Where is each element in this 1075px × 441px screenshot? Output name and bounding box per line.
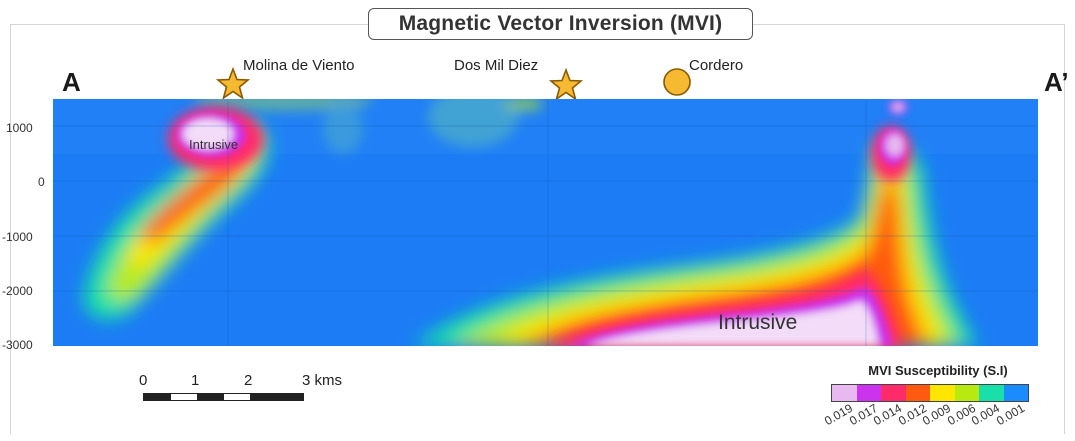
frame-top-line-left [10,24,368,25]
colorbar-swatch [954,385,979,401]
frame-left-line [10,24,11,434]
scale-bar-tick: 2 [244,372,253,389]
star-icon [549,68,583,101]
intrusive-label-west: Intrusive [189,137,239,152]
elevation-tick: -2000 [2,284,33,298]
colorbar-swatch [930,385,955,401]
section-end-label: A’ [1044,67,1069,97]
colorbar-swatch [979,385,1004,401]
site-label-molina-de-viento: Molina de Viento [243,57,355,74]
elevation-tick: -1000 [2,230,33,244]
frame-right-line [1064,24,1065,434]
intrusive-label-east: Intrusive [718,311,798,334]
elevation-tick: 1000 [6,121,33,135]
scale-bar-unit: 3 kms [302,372,343,389]
legend-title: MVI Susceptibility (S.I) [868,363,1008,378]
elevation-tick: -3000 [2,338,33,352]
colorbar-swatch [1003,385,1028,401]
colorbar-value-label: 0.001 [993,400,1027,429]
mvi-section-image [53,99,1038,346]
colorbar-swatch [905,385,930,401]
scale-bar-tick: 1 [191,372,200,389]
frame-top-line-right [753,24,1065,25]
section-start-label: A [62,67,81,97]
colorbar-swatch [832,385,857,401]
circle-icon [663,68,691,96]
colorbar-swatch [881,385,906,401]
susceptibility-colorbar [831,384,1029,402]
colorbar-swatch [856,385,881,401]
site-label-cordero: Cordero [689,57,744,74]
mvi-cross-section [53,99,1038,346]
site-label-dos-mil-diez: Dos Mil Diez [454,57,539,74]
diagram-title: Magnetic Vector Inversion (MVI) [368,8,753,40]
scale-bar [143,393,304,401]
scale-bar-tick: 0 [139,372,148,389]
elevation-tick: 0 [38,175,45,189]
star-icon [216,67,250,100]
